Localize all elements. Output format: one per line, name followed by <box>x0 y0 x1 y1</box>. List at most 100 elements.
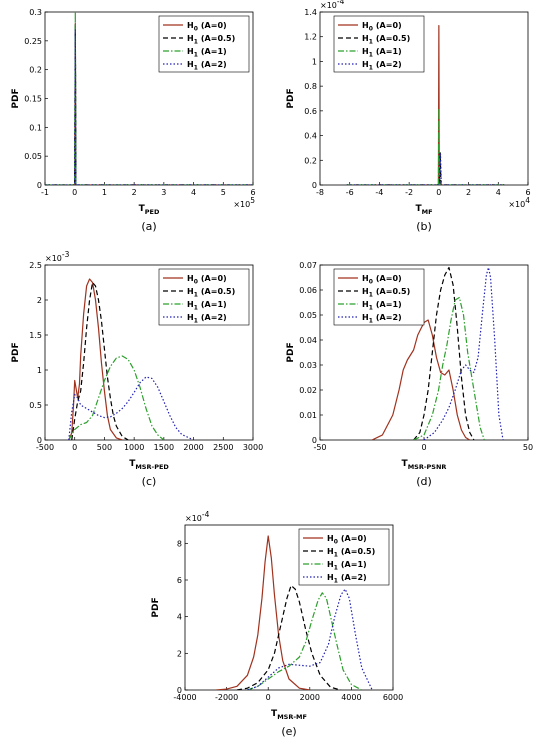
x-tick-label: 500 <box>97 443 112 452</box>
y-multiplier-exponent: -4 <box>337 0 345 6</box>
axes-box <box>184 524 394 691</box>
y-tick-label: 0 <box>37 436 42 445</box>
y-tick-label: 0.6 <box>304 107 317 116</box>
x-axis-label: TMF <box>415 204 432 216</box>
series-line-0 <box>216 535 310 690</box>
y-tick-label: 1 <box>37 366 42 375</box>
y-axis-label: PDF <box>286 88 296 108</box>
y-tick-label: 6 <box>177 576 182 585</box>
y-tick-label: 8 <box>177 539 182 548</box>
legend-entry: H1 (A=0.5) <box>187 34 235 46</box>
y-tick-label: 0.5 <box>29 401 42 410</box>
legend-entry: H1 (A=1) <box>327 560 367 572</box>
y-multiplier: ×10-4 <box>185 510 210 523</box>
series-line-0 <box>68 278 123 440</box>
legend-entry: H0 (A=0) <box>362 274 402 286</box>
y-tick-label: 2.5 <box>29 261 42 270</box>
x-tick-label: 4 <box>191 188 196 197</box>
series-line-3 <box>247 588 373 690</box>
y-tick-label: 0.25 <box>24 37 42 46</box>
x-tick-label: 6000 <box>383 693 403 702</box>
y-tick-label: 0 <box>177 686 182 695</box>
series-line-2 <box>346 107 505 185</box>
x-axis-label: TMSR-PSNR <box>402 459 447 471</box>
y-axis-label: PDF <box>286 342 296 362</box>
x-tick-label: 0 <box>436 188 441 197</box>
axes-box <box>44 264 254 441</box>
panel-c: -500 0 500 1000 1500 2000 2500 300000.511.522.5… <box>11 250 263 488</box>
y-tick-label: 0.2 <box>29 66 42 75</box>
y-tick-label: 0.07 <box>299 261 317 270</box>
y-tick-label: 0.1 <box>29 123 42 132</box>
legend-entry: H1 (A=2) <box>187 60 227 72</box>
x-tick-label: 2000 <box>183 443 203 452</box>
y-multiplier: ×10-3 <box>45 250 70 263</box>
series-line-1 <box>71 281 129 440</box>
series-line-3 <box>68 376 194 440</box>
legend-entry: H1 (A=2) <box>362 60 402 72</box>
x-tick-label: 0 <box>266 693 271 702</box>
x-tick-label: 6 <box>250 188 255 197</box>
x-multiplier-exponent: 4 <box>525 196 530 205</box>
panel-caption: (d) <box>416 475 432 488</box>
x-multiplier-exponent: 5 <box>250 196 255 205</box>
x-axis-label: TMSR-PED <box>129 459 169 471</box>
x-tick-label: 2000 <box>300 693 320 702</box>
series-line-1 <box>346 152 505 185</box>
series-line-0 <box>45 22 253 185</box>
x-tick-label: 50 <box>523 443 533 452</box>
panel-d: -50 0 5000.010.020.030.040.050.060.07TMSR-… <box>286 261 533 488</box>
y-tick-label: 0.4 <box>304 132 317 141</box>
series-line-2 <box>247 592 363 690</box>
legend-entry: H1 (A=1) <box>362 300 402 312</box>
x-tick-label: 2 <box>466 188 471 197</box>
y-tick-label: 0.02 <box>299 386 317 395</box>
panel-a: -1 0 1 2 3 4 5 600.050.10.150.20.250.3×105TPEDP… <box>11 8 256 233</box>
panel-e: -4000 -2000 0 2000 4000 6000 0 2 4 6 8 ×10-4 TMSR-MF… <box>151 510 403 738</box>
y-tick-label: 0.04 <box>299 336 317 345</box>
y-axis-label: PDF <box>11 88 21 108</box>
y-multiplier-exponent: -3 <box>62 250 70 259</box>
x-tick-label: -50 <box>313 443 326 452</box>
y-tick-label: 1.2 <box>304 33 317 42</box>
series-line-3 <box>423 266 504 440</box>
x-axis-label: TPED <box>139 204 160 216</box>
legend-entry: H1 (A=0.5) <box>362 34 410 46</box>
legend-entry: H0 (A=0) <box>362 21 402 33</box>
y-tick-label: 0 <box>312 436 317 445</box>
legend-entry: H1 (A=1) <box>362 47 402 59</box>
x-tick-label: -6 <box>346 188 354 197</box>
x-tick-label: 4000 <box>341 693 361 702</box>
legend-entry: H1 (A=0.5) <box>362 287 410 299</box>
y-tick-label: 0.3 <box>29 8 42 17</box>
legend-entry: H1 (A=0.5) <box>327 547 375 559</box>
x-tick-label: -1 <box>41 188 49 197</box>
panel-caption: (e) <box>281 725 296 738</box>
y-tick-label: 0.15 <box>24 95 42 104</box>
x-tick-label: 5 <box>221 188 226 197</box>
legend-entry: H1 (A=1) <box>187 47 227 59</box>
y-tick-label: 0.06 <box>299 286 317 295</box>
panel-b: -8 -6 -4 -2 0 2 4 600.20.40.60.811.21.4×104×10-… <box>286 0 531 233</box>
y-tick-label: 2 <box>177 649 182 658</box>
y-tick-label: 1 <box>312 57 317 66</box>
x-tick-label: 1000 <box>124 443 144 452</box>
x-tick-label: 6 <box>525 188 530 197</box>
y-tick-label: 0 <box>37 181 42 190</box>
y-tick-label: 0.03 <box>299 361 317 370</box>
x-tick-label: 4 <box>496 188 501 197</box>
panel-caption: (c) <box>142 475 157 488</box>
legend-entry: H1 (A=2) <box>362 313 402 325</box>
x-multiplier: ×104 <box>508 196 530 209</box>
legend-entry: H0 (A=0) <box>327 534 367 546</box>
y-multiplier-exponent: -4 <box>202 510 210 519</box>
y-axis-label: PDF <box>11 342 21 362</box>
series-line-0 <box>346 24 505 185</box>
legend-entry: H1 (A=1) <box>187 300 227 312</box>
x-tick-label: 2500 <box>213 443 233 452</box>
panel-caption: (a) <box>141 220 156 233</box>
y-tick-label: 0.05 <box>299 311 317 320</box>
y-tick-label: 0.2 <box>304 156 317 165</box>
panel-caption: (b) <box>416 220 432 233</box>
x-tick-label: 1 <box>102 188 107 197</box>
